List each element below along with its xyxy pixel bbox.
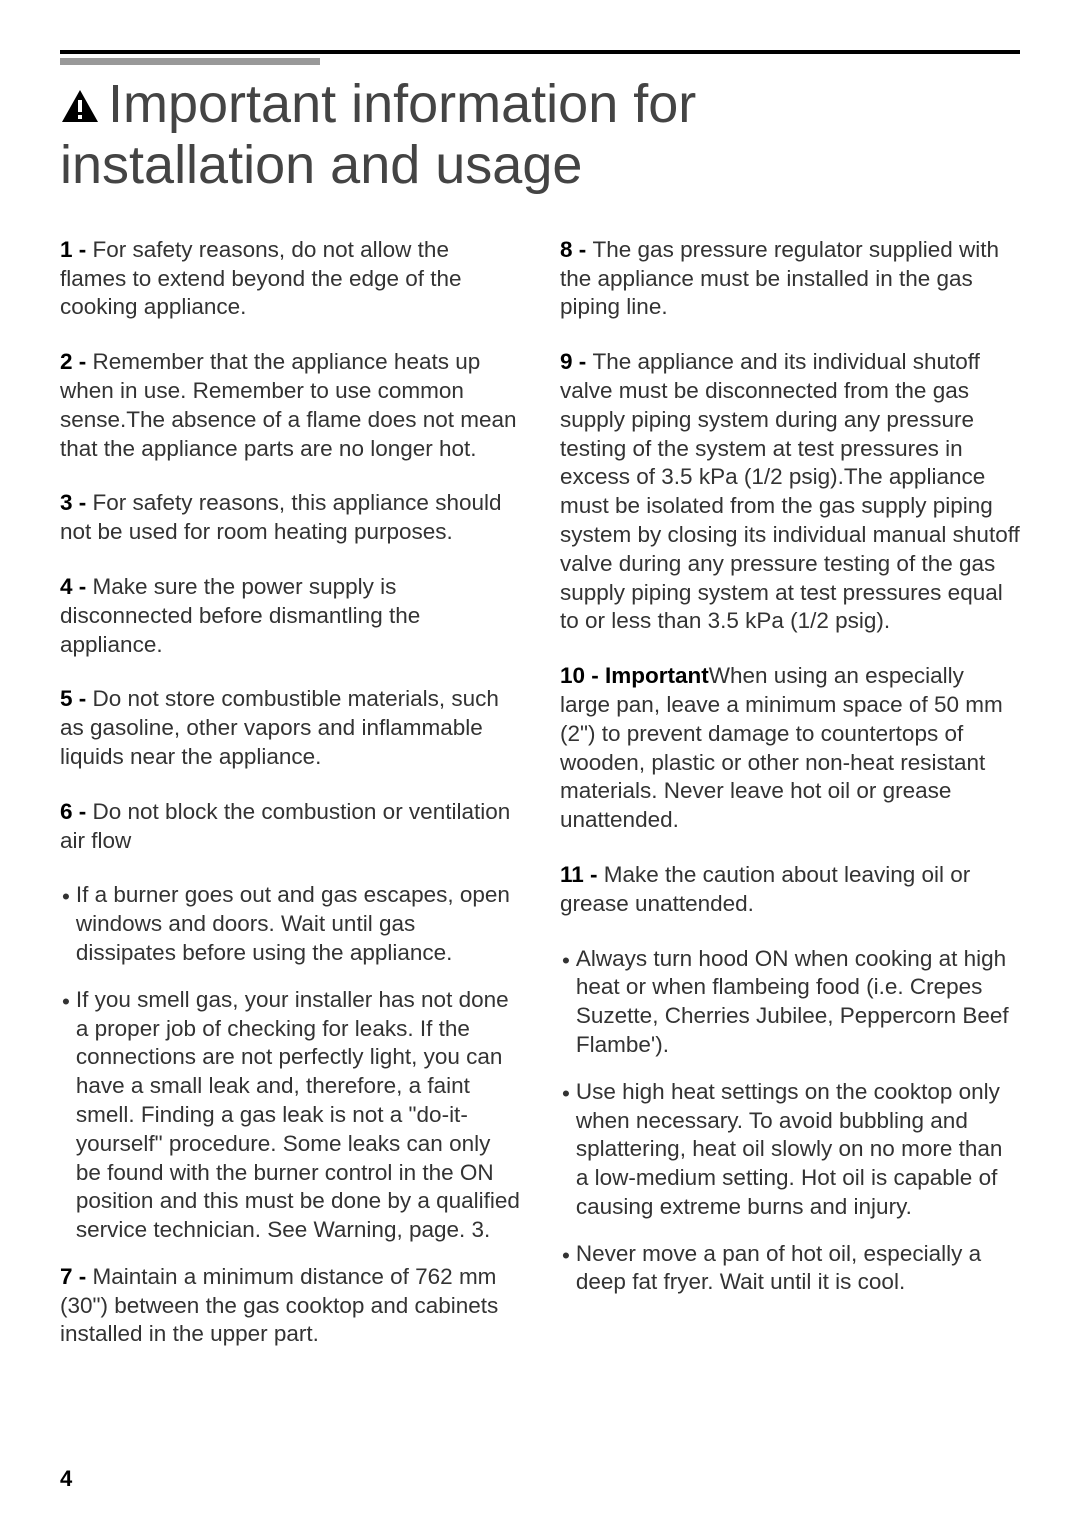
warning-icon	[60, 77, 100, 136]
bullet-dot-icon: •	[562, 1080, 570, 1222]
bullet-item: •If you smell gas, your installer has no…	[60, 986, 520, 1245]
item-10: 10 - ImportantWhen using an especially l…	[560, 662, 1020, 835]
item-4: 4 - Make sure the power supply is discon…	[60, 573, 520, 659]
item-6: 6 - Do not block the combustion or venti…	[60, 798, 520, 856]
page-number: 4	[60, 1466, 72, 1492]
item-8: 8 - The gas pressure regulator supplied …	[560, 236, 1020, 322]
page-title: Important information for installation a…	[60, 75, 1020, 196]
item-11: 11 - Make the caution about leaving oil …	[560, 861, 1020, 919]
item-5: 5 - Do not store combustible materials, …	[60, 685, 520, 771]
content-columns: 1 - For safety reasons, do not allow the…	[60, 236, 1020, 1376]
item-9: 9 - The appliance and its individual shu…	[560, 348, 1020, 636]
left-column: 1 - For safety reasons, do not allow the…	[60, 236, 520, 1376]
right-column: 8 - The gas pressure regulator supplied …	[560, 236, 1020, 1376]
bullet-dot-icon: •	[62, 988, 70, 1245]
bullet-item: •Always turn hood ON when cooking at hig…	[560, 945, 1020, 1060]
item-1: 1 - For safety reasons, do not allow the…	[60, 236, 520, 322]
top-rule	[60, 50, 1020, 54]
item-3: 3 - For safety reasons, this appliance s…	[60, 489, 520, 547]
bullet-dot-icon: •	[62, 883, 70, 967]
bullet-item: •Use high heat settings on the cooktop o…	[560, 1078, 1020, 1222]
heading-line-2: installation and usage	[60, 135, 582, 195]
heading-line-1: Important information for	[108, 74, 696, 134]
bullet-dot-icon: •	[562, 947, 570, 1060]
bullet-item: •Never move a pan of hot oil, especially…	[560, 1240, 1020, 1298]
bullet-dot-icon: •	[562, 1242, 570, 1298]
short-rule	[60, 58, 320, 65]
item-7: 7 - Maintain a minimum distance of 762 m…	[60, 1263, 520, 1349]
item-2: 2 - Remember that the appliance heats up…	[60, 348, 520, 463]
bullet-item: •If a burner goes out and gas escapes, o…	[60, 881, 520, 967]
